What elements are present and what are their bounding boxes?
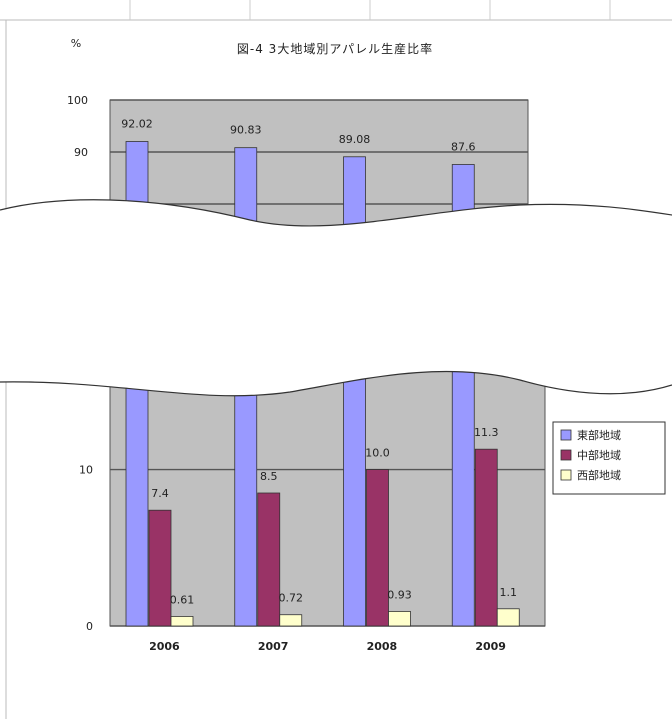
data-label-west-2009: 1.1	[500, 586, 518, 599]
data-label-central-2009: 11.3	[474, 426, 499, 439]
data-label-west-2008: 0.93	[387, 588, 412, 601]
legend-swatch-2	[560, 469, 572, 481]
legend-label-2: 西部地域	[577, 468, 621, 482]
bar-central-2008	[366, 469, 389, 627]
bar-east-lower-2009	[451, 339, 475, 627]
bar-central-2006	[148, 509, 172, 627]
x-tick-label-2009: 2009	[475, 640, 506, 653]
data-label-east-2007: 90.83	[230, 124, 262, 137]
data-label-east-2008: 89.08	[339, 133, 371, 146]
legend-swatch-0	[560, 429, 572, 441]
bar-east-lower-2008	[343, 339, 366, 627]
legend-box	[552, 421, 666, 495]
x-tick-label-2007: 2007	[258, 640, 289, 653]
data-label-west-2007: 0.72	[279, 592, 304, 605]
chart-title: 図-4 3大地域別アパレル生産比率	[237, 41, 433, 56]
upper-y-tick-label: 90	[74, 146, 88, 159]
bar-west-2006	[170, 616, 194, 627]
bar-west-2009	[496, 608, 520, 627]
upper-y-tick-label: 100	[67, 94, 88, 107]
axis-break-line-top	[0, 199, 672, 227]
data-label-central-2007: 8.5	[260, 470, 278, 483]
bar-central-2009	[474, 448, 498, 627]
data-label-east-2006: 92.02	[121, 117, 153, 130]
x-tick-label-2008: 2008	[367, 640, 398, 653]
legend-label-1: 中部地域	[577, 448, 621, 462]
data-label-west-2006: 0.61	[170, 593, 195, 606]
data-label-central-2008: 10.0	[365, 447, 390, 460]
bar-west-2008	[388, 611, 411, 627]
axis-break-band	[0, 199, 672, 396]
lower-y-tick-label: 0	[86, 620, 93, 633]
legend-swatch-1	[560, 449, 572, 461]
bar-central-2007	[257, 492, 281, 627]
lower-plot-area: 10 0 7.4 0.61 2006 8.5 0.72 2007 10.0 0.93 2008 11.…	[79, 339, 546, 653]
y-unit-label: %	[71, 37, 81, 50]
lower-y-tick-label: 10	[79, 464, 93, 477]
data-label-east-2009: 87.6	[451, 140, 476, 153]
legend-label-0: 東部地域	[577, 428, 621, 442]
data-label-central-2006: 7.4	[151, 487, 169, 500]
x-tick-label-2006: 2006	[149, 640, 180, 653]
sheet-header	[0, 0, 672, 21]
bar-west-2007	[279, 614, 303, 627]
axis-break-line-bottom	[0, 370, 672, 397]
